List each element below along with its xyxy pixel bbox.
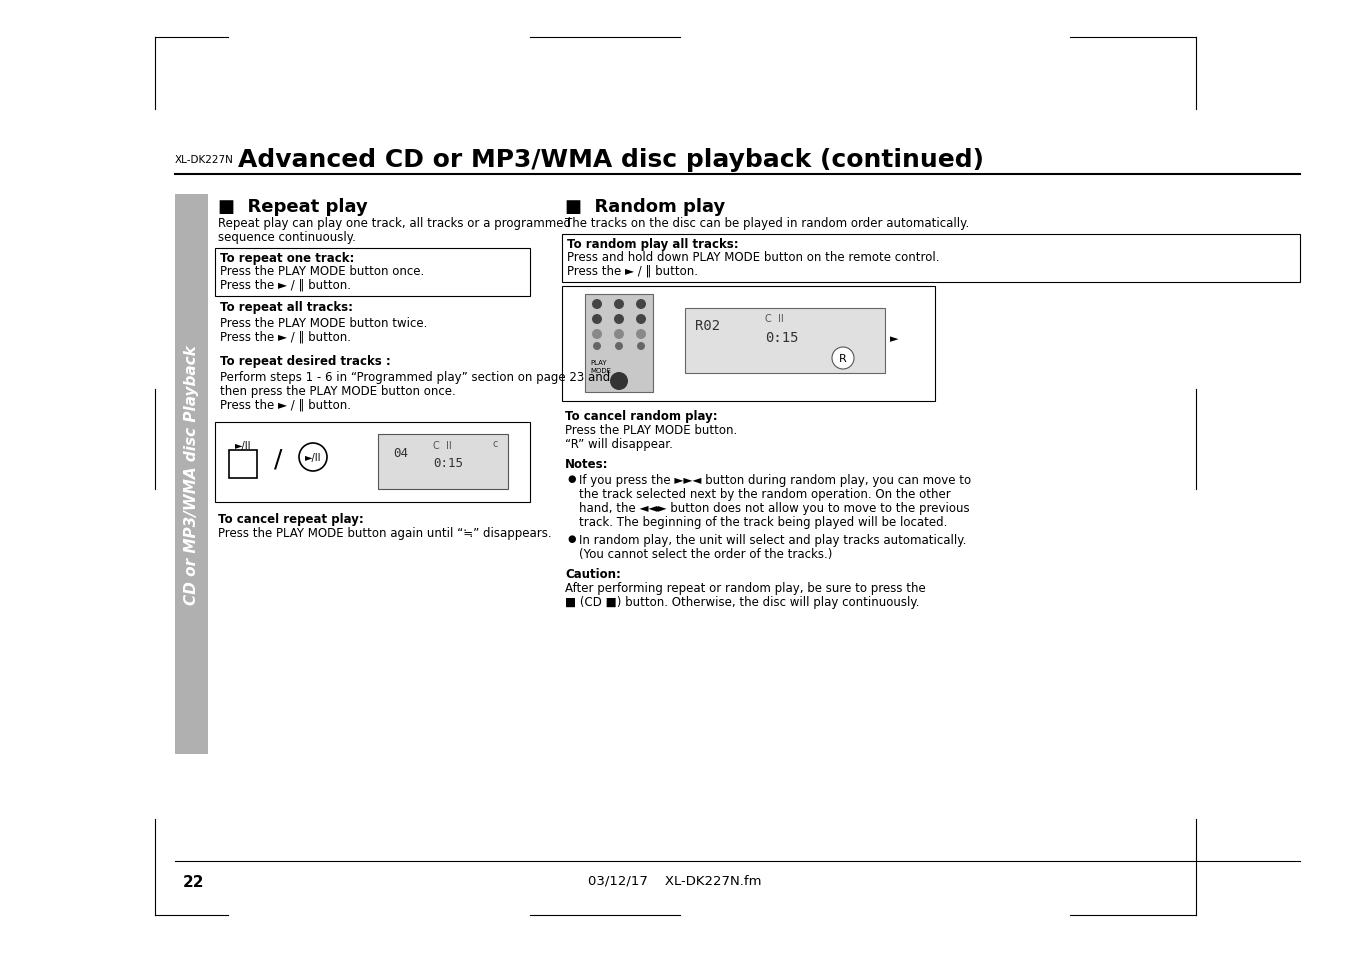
Text: To cancel repeat play:: To cancel repeat play: xyxy=(218,513,363,525)
Text: C  II: C II xyxy=(765,314,784,324)
Text: MODE: MODE xyxy=(590,368,611,374)
Text: ►: ► xyxy=(890,334,898,344)
Circle shape xyxy=(613,299,624,310)
Text: C  II: C II xyxy=(434,440,451,451)
Text: ►/II: ►/II xyxy=(235,440,251,451)
Text: track. The beginning of the track being played will be located.: track. The beginning of the track being … xyxy=(580,516,947,529)
Text: To random play all tracks:: To random play all tracks: xyxy=(567,237,739,251)
Text: To cancel random play:: To cancel random play: xyxy=(565,410,717,422)
Bar xyxy=(230,451,257,478)
Text: ●: ● xyxy=(567,534,576,543)
Text: Press the PLAY MODE button again until “≒” disappears.: Press the PLAY MODE button again until “… xyxy=(218,526,551,539)
Text: Press the PLAY MODE button once.: Press the PLAY MODE button once. xyxy=(220,265,424,277)
Text: The tracks on the disc can be played in random order automatically.: The tracks on the disc can be played in … xyxy=(565,216,969,230)
Text: Press the ► / ‖ button.: Press the ► / ‖ button. xyxy=(567,265,698,277)
Bar xyxy=(215,249,530,296)
Bar xyxy=(378,435,508,490)
Text: Press the ► / ‖ button.: Press the ► / ‖ button. xyxy=(220,398,351,412)
Bar xyxy=(215,422,530,502)
Circle shape xyxy=(636,314,646,325)
Text: To repeat desired tracks :: To repeat desired tracks : xyxy=(220,355,390,368)
Text: Press and hold down PLAY MODE button on the remote control.: Press and hold down PLAY MODE button on … xyxy=(567,251,939,264)
Text: Advanced CD or MP3/WMA disc playback (continued): Advanced CD or MP3/WMA disc playback (co… xyxy=(238,148,984,172)
Circle shape xyxy=(636,330,646,339)
Text: c: c xyxy=(493,438,499,449)
Text: then press the PLAY MODE button once.: then press the PLAY MODE button once. xyxy=(220,385,455,397)
Text: Press the ► / ‖ button.: Press the ► / ‖ button. xyxy=(220,331,351,344)
Text: ●: ● xyxy=(567,474,576,483)
Circle shape xyxy=(593,343,601,351)
Text: Perform steps 1 - 6 in “Programmed play” section on page 23 and: Perform steps 1 - 6 in “Programmed play”… xyxy=(220,371,611,384)
Text: XL-DK227N: XL-DK227N xyxy=(176,154,234,165)
Bar xyxy=(685,309,885,374)
Text: PLAY: PLAY xyxy=(590,359,607,366)
Circle shape xyxy=(299,443,327,472)
Circle shape xyxy=(613,314,624,325)
Text: In random play, the unit will select and play tracks automatically.: In random play, the unit will select and… xyxy=(580,534,966,546)
Text: 0:15: 0:15 xyxy=(765,331,798,345)
Text: Caution:: Caution: xyxy=(565,567,621,580)
Circle shape xyxy=(611,373,628,391)
Text: R02: R02 xyxy=(694,318,720,333)
Text: Press the PLAY MODE button.: Press the PLAY MODE button. xyxy=(565,423,738,436)
Circle shape xyxy=(638,343,644,351)
Text: To repeat one track:: To repeat one track: xyxy=(220,252,354,265)
Text: 0:15: 0:15 xyxy=(434,456,463,470)
Text: 03/12/17    XL-DK227N.fm: 03/12/17 XL-DK227N.fm xyxy=(588,874,762,887)
Circle shape xyxy=(592,330,603,339)
Text: After performing repeat or random play, be sure to press the: After performing repeat or random play, … xyxy=(565,581,925,595)
Text: CD or MP3/WMA disc Playback: CD or MP3/WMA disc Playback xyxy=(184,345,199,604)
Text: sequence continuously.: sequence continuously. xyxy=(218,231,355,244)
Bar xyxy=(176,194,208,754)
Text: ■  Repeat play: ■ Repeat play xyxy=(218,198,367,215)
Circle shape xyxy=(832,348,854,370)
Text: (You cannot select the order of the tracks.): (You cannot select the order of the trac… xyxy=(580,547,832,560)
Text: ■ (CD ■) button. Otherwise, the disc will play continuously.: ■ (CD ■) button. Otherwise, the disc wil… xyxy=(565,596,920,608)
Text: 04: 04 xyxy=(393,447,408,459)
Text: Notes:: Notes: xyxy=(565,457,608,471)
Circle shape xyxy=(592,299,603,310)
Text: R: R xyxy=(839,354,847,364)
Text: hand, the ◄◄► button does not allow you to move to the previous: hand, the ◄◄► button does not allow you … xyxy=(580,501,970,515)
Text: “R” will disappear.: “R” will disappear. xyxy=(565,437,673,451)
Bar xyxy=(562,234,1300,283)
Text: Press the ► / ‖ button.: Press the ► / ‖ button. xyxy=(220,278,351,292)
Text: the track selected next by the random operation. On the other: the track selected next by the random op… xyxy=(580,488,951,500)
Circle shape xyxy=(636,299,646,310)
Circle shape xyxy=(615,343,623,351)
Circle shape xyxy=(592,314,603,325)
Text: /: / xyxy=(274,448,282,472)
Text: ►/II: ►/II xyxy=(305,453,322,462)
Bar xyxy=(585,294,653,393)
Text: To repeat all tracks:: To repeat all tracks: xyxy=(220,301,353,314)
Circle shape xyxy=(613,330,624,339)
Text: ■  Random play: ■ Random play xyxy=(565,198,725,215)
Bar xyxy=(562,287,935,401)
Text: Repeat play can play one track, all tracks or a programmed: Repeat play can play one track, all trac… xyxy=(218,216,571,230)
Text: If you press the ►►◄ button during random play, you can move to: If you press the ►►◄ button during rando… xyxy=(580,474,971,486)
Text: Press the PLAY MODE button twice.: Press the PLAY MODE button twice. xyxy=(220,316,427,330)
Text: 22: 22 xyxy=(182,874,204,889)
